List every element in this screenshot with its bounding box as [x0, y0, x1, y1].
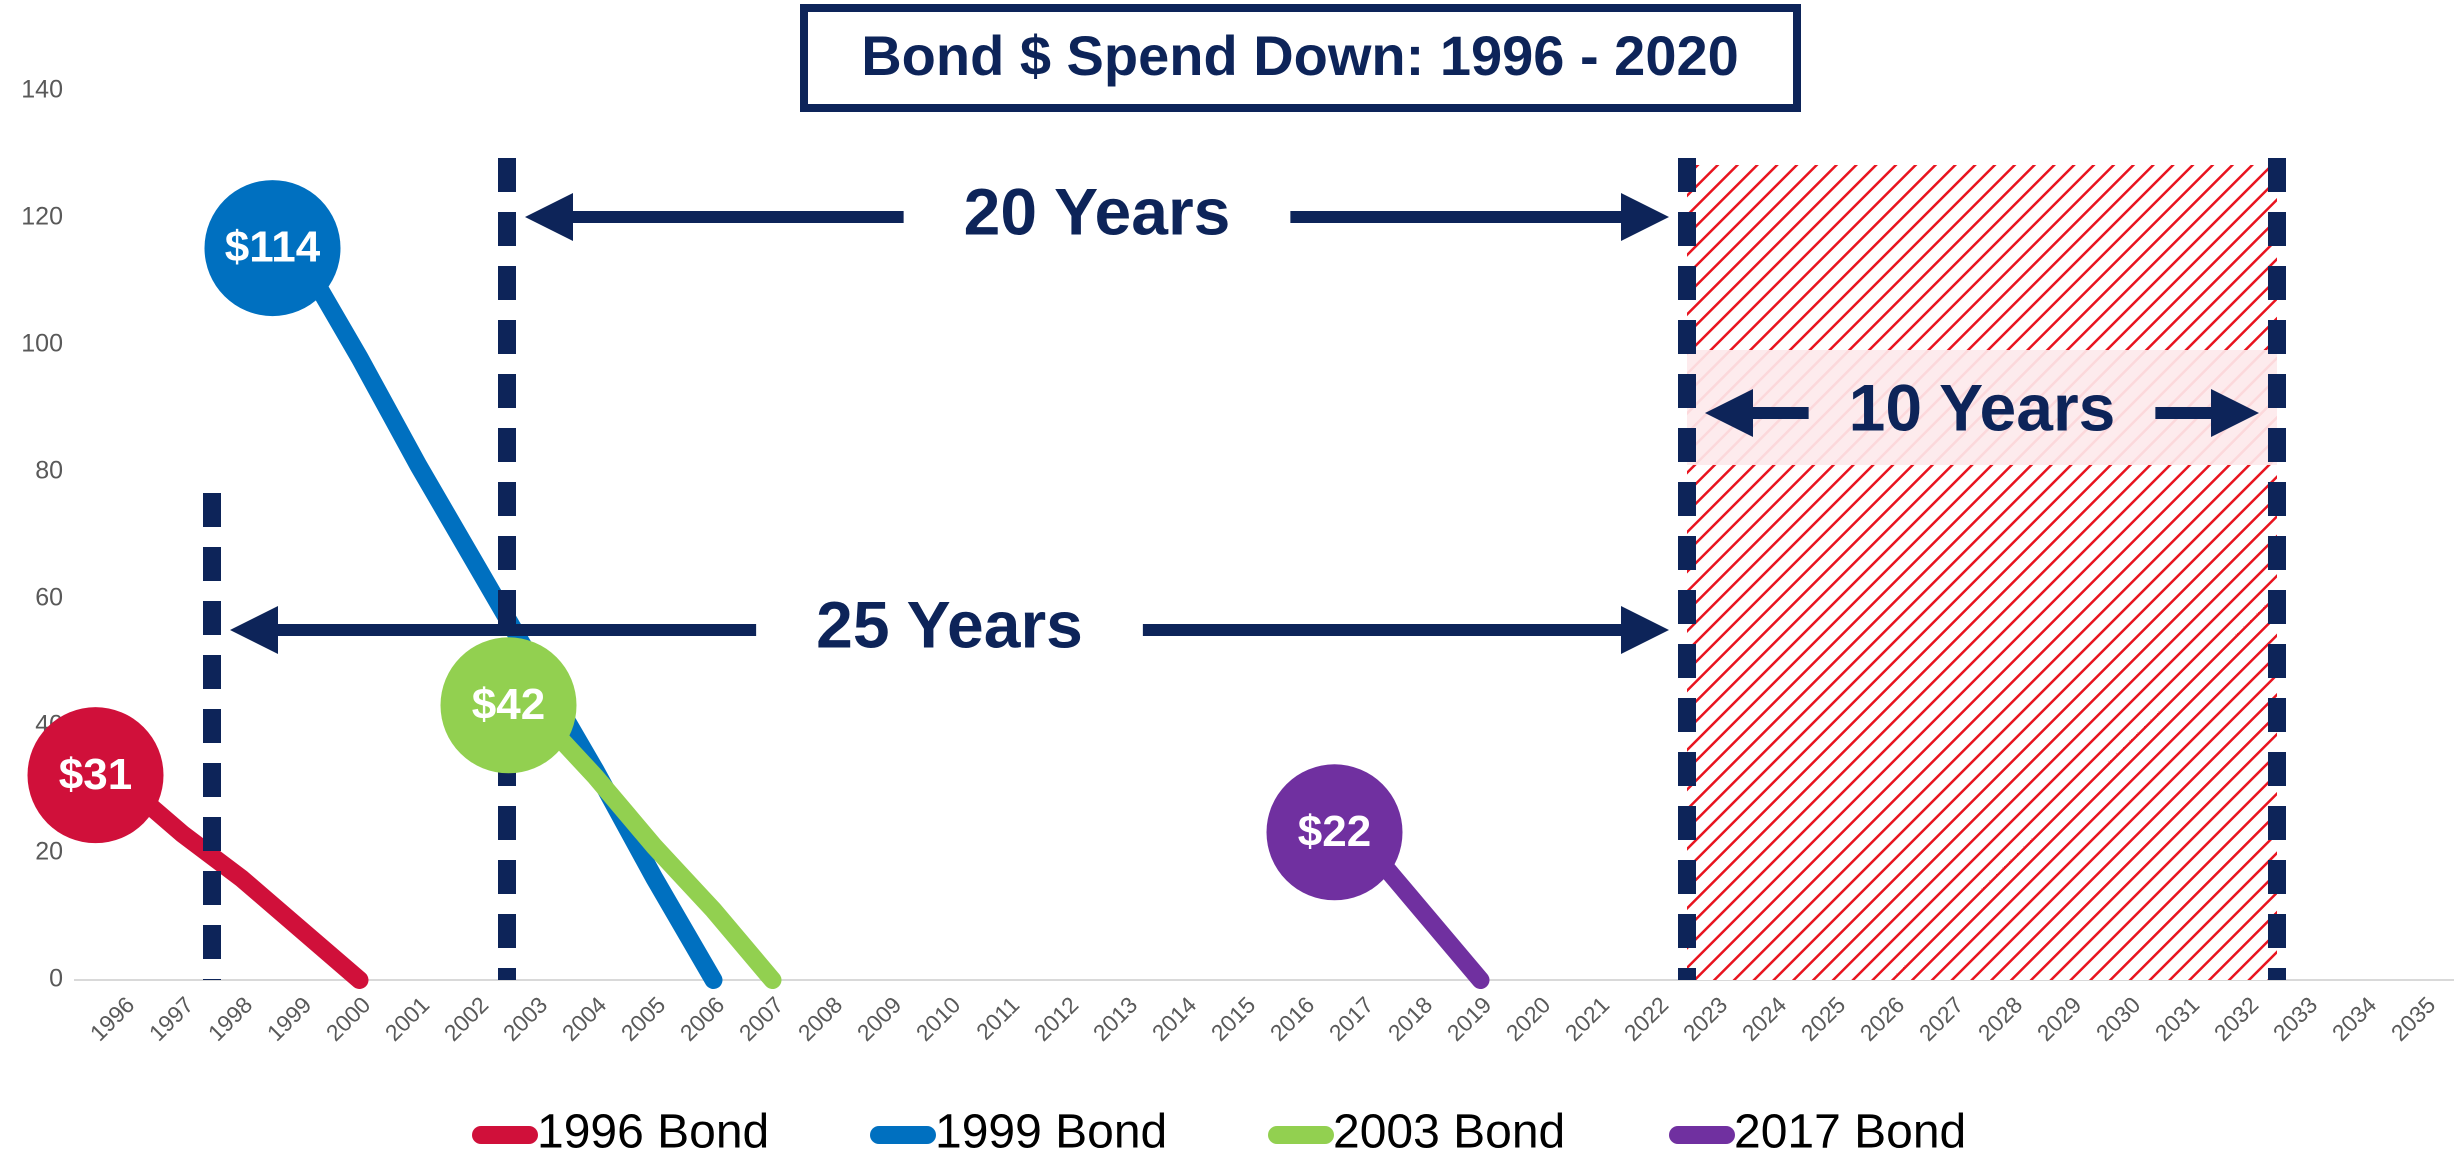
x-tick-label: 2001	[380, 991, 435, 1046]
x-tick-label: 2006	[675, 991, 730, 1046]
y-tick-label: 120	[21, 203, 63, 231]
x-tick-label: 2029	[2032, 991, 2087, 1046]
x-tick-label: 2031	[2150, 991, 2205, 1046]
y-tick-label: 60	[35, 584, 63, 612]
x-tick-label: 2026	[1855, 991, 1910, 1046]
span-label: 10 Years	[1849, 370, 2116, 444]
x-tick-label: 2032	[2209, 991, 2264, 1046]
x-tick-label: 1997	[144, 991, 199, 1046]
x-tick-label: 2034	[2327, 991, 2382, 1046]
y-tick-label: 140	[21, 76, 63, 104]
x-tick-label: 2016	[1265, 991, 1320, 1046]
span-label: 20 Years	[964, 174, 1231, 248]
series-line	[114, 774, 369, 989]
legend-label: 2003 Bond	[1333, 1106, 1565, 1159]
span-label: 25 Years	[816, 587, 1083, 661]
x-tick-label: 2011	[971, 991, 1024, 1044]
y-tick-label: 20	[35, 838, 63, 866]
x-tick-label: 1996	[85, 991, 140, 1046]
chart-title: Bond $ Spend Down: 1996 - 2020	[861, 24, 1739, 87]
x-tick-label: 2007	[734, 991, 789, 1046]
legend-label: 1999 Bond	[935, 1106, 1167, 1159]
x-tick-label: 2021	[1560, 991, 1615, 1046]
x-tick-label: 2005	[616, 991, 671, 1046]
x-tick-label: 2023	[1678, 991, 1733, 1046]
x-tick-label: 2024	[1737, 991, 1792, 1046]
value-label: $31	[59, 750, 132, 799]
x-tick-label: 2003	[498, 991, 553, 1046]
value-bubble	[204, 180, 341, 317]
series-line	[527, 704, 782, 989]
title-box	[800, 4, 1801, 112]
x-tick-label: 2030	[2091, 991, 2146, 1046]
value-label: $114	[225, 223, 321, 272]
legend-label: 2017 Bond	[1734, 1106, 1966, 1159]
x-tick-label: 2035	[2386, 991, 2441, 1046]
y-tick-label: 80	[35, 457, 63, 485]
x-tick-label: 2019	[1442, 991, 1497, 1046]
x-tick-label: 2014	[1147, 991, 1202, 1046]
legend-label: 1996 Bond	[537, 1106, 769, 1159]
x-tick-label: 2017	[1324, 991, 1379, 1046]
x-tick-label: 2025	[1796, 991, 1851, 1046]
x-tick-label: 2028	[1973, 991, 2028, 1046]
x-tick-label: 1999	[262, 991, 317, 1046]
x-tick-label: 2008	[793, 991, 848, 1046]
x-tick-label: 2018	[1383, 991, 1438, 1046]
value-bubble	[1266, 764, 1403, 901]
value-bubble	[440, 637, 577, 774]
y-tick-label: 100	[21, 330, 63, 358]
x-tick-label: 2015	[1206, 991, 1261, 1046]
value-label: $42	[472, 680, 545, 729]
value-bubble	[27, 707, 164, 844]
x-tick-label: 2004	[557, 991, 612, 1046]
x-tick-label: 2010	[911, 991, 966, 1046]
x-tick-label: 2009	[852, 991, 907, 1046]
x-tick-label: 2000	[321, 991, 376, 1046]
value-label: $22	[1298, 807, 1371, 856]
x-tick-label: 2027	[1914, 991, 1969, 1046]
x-tick-label: 2002	[439, 991, 494, 1046]
x-tick-label: 1998	[203, 991, 258, 1046]
y-tick-label: 0	[49, 965, 63, 993]
x-tick-label: 2022	[1619, 991, 1674, 1046]
x-tick-label: 2033	[2268, 991, 2323, 1046]
x-tick-label: 2020	[1501, 991, 1556, 1046]
hatched-region	[1687, 165, 2277, 980]
x-tick-label: 2013	[1088, 991, 1143, 1046]
x-tick-label: 2012	[1029, 991, 1084, 1046]
